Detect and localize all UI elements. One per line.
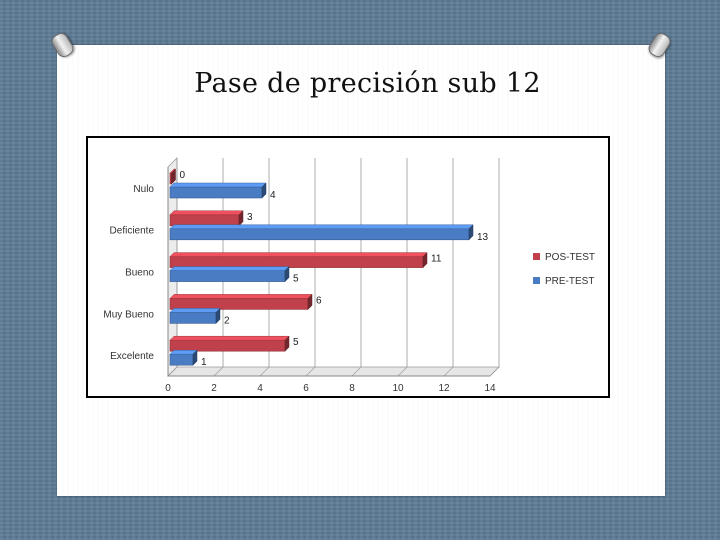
bar-end	[284, 335, 290, 352]
bar-top	[169, 224, 474, 230]
bar	[169, 312, 217, 324]
page-title: Pase de precisión sub 12	[194, 68, 541, 99]
bar-top	[169, 349, 198, 355]
bar	[169, 298, 309, 310]
gridline	[397, 366, 408, 377]
bar-top	[169, 210, 244, 216]
gridline	[305, 366, 316, 377]
bar-end	[307, 293, 313, 311]
bar-top	[169, 308, 221, 313]
bar	[169, 214, 240, 227]
bar-end	[468, 224, 474, 241]
bar	[169, 353, 194, 366]
data-label: 11	[431, 254, 442, 265]
bar-end	[238, 210, 244, 227]
x-tick-label: 8	[349, 383, 355, 394]
data-label: 3	[247, 212, 253, 223]
data-label: 6	[316, 295, 322, 306]
category-label: Excelente	[110, 351, 154, 362]
x-tick-label: 4	[257, 383, 263, 394]
data-label: 5	[293, 337, 299, 348]
legend-label: PRE-TEST	[545, 276, 594, 287]
gridline	[259, 366, 270, 377]
gridline	[213, 366, 224, 377]
gridline	[351, 366, 362, 377]
bar	[169, 186, 263, 199]
bar-end	[192, 349, 198, 366]
bar-end	[171, 168, 176, 185]
gridline	[167, 366, 178, 377]
x-tick-label: 14	[484, 383, 496, 394]
x-tick-label: 6	[303, 383, 309, 394]
data-label: 2	[224, 315, 230, 326]
bar-end	[261, 182, 267, 199]
data-label: 13	[477, 232, 489, 243]
x-tick-label: 2	[211, 383, 217, 394]
bar-end	[422, 251, 428, 269]
gridline	[443, 366, 454, 377]
bar	[169, 270, 286, 282]
legend-swatch	[533, 253, 540, 260]
bar-top	[169, 335, 290, 341]
x-tick-label: 10	[392, 383, 404, 394]
data-label: 0	[180, 170, 186, 181]
legend-swatch	[533, 277, 540, 284]
bar-top	[169, 266, 290, 271]
bar	[169, 256, 424, 268]
category-label: Bueno	[125, 268, 154, 279]
bar	[169, 339, 286, 352]
legend-label: POS-TEST	[545, 252, 595, 263]
data-label: 4	[270, 190, 276, 201]
x-tick-label: 0	[165, 383, 171, 394]
bar-top	[169, 182, 267, 188]
bar-top	[169, 294, 313, 299]
bar	[169, 228, 470, 241]
category-label: Deficiente	[110, 226, 155, 237]
category-label: Muy Bueno	[103, 309, 154, 320]
data-label: 1	[201, 357, 207, 368]
x-tick-label: 12	[438, 383, 450, 394]
chart-floor	[167, 366, 500, 377]
category-label: Nulo	[133, 184, 154, 195]
data-label: 5	[293, 274, 299, 285]
bar-end	[284, 265, 290, 283]
gridline	[489, 366, 500, 377]
bar-top	[169, 252, 428, 257]
bar-chart: 0 2 4 6 8 10 12 14Nulo04Deficiente313Bueno115Mu…	[103, 157, 595, 394]
bar-end	[215, 307, 221, 325]
chart-frame: 0 2 4 6 8 10 12 14 Nulo 0 4 Deficiente 3 13 Bueno 11 5 Mu…	[86, 136, 610, 398]
